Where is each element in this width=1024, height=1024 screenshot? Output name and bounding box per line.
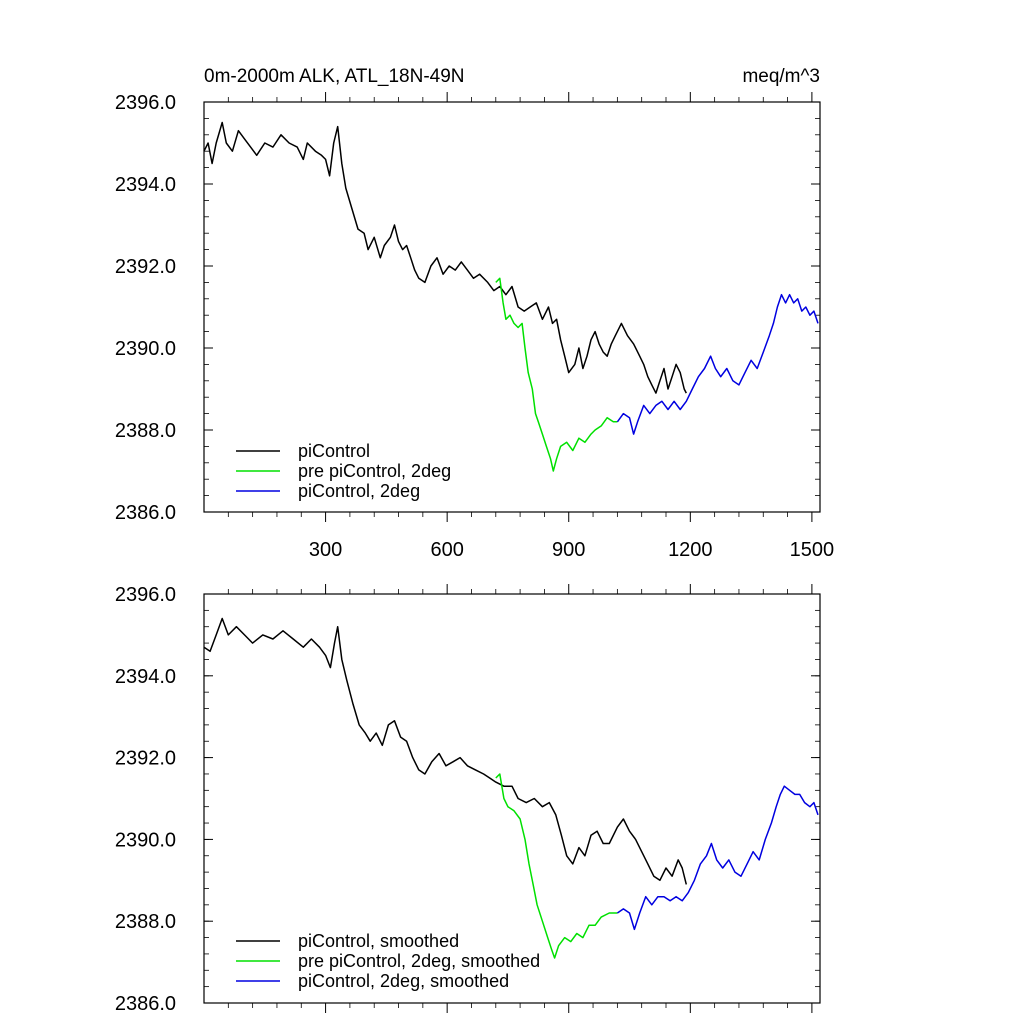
top-xtick-label: 300 [309,539,342,561]
top-panel: 0m-2000m ALK, ATL_18N-49N meq/m^3 2396.0… [115,66,834,561]
top-xtick-label: 1500 [790,539,835,561]
top-ytick-label: 2388.0 [115,420,176,442]
bottom-series-line-3 [616,785,819,931]
top-legend-label-3: piControl, 2deg [298,481,420,501]
bottom-ytick-label: 2392.0 [115,748,176,770]
top-ytick-label: 2390.0 [115,338,176,360]
bottom-ytick-label: 2394.0 [115,666,176,688]
bottom-plot-frame [203,593,821,1004]
bottom-ytick-label: 2388.0 [115,911,176,933]
top-ytick-label: 2386.0 [115,502,176,524]
top-xtick-label: 1200 [668,539,713,561]
top-series-line-1 [203,121,687,394]
bottom-legend-label-3: piControl, 2deg, smoothed [298,971,509,991]
top-plot-area: 2396.0 2394.0 2392.0 2390.0 2388.0 2386.0 300 6… [115,92,834,561]
bottom-plot-area: 2396.0 2394.0 2392.0 2390.0 2388.0 2386.0 piCo… [115,584,821,1015]
top-xtick-label: 900 [552,539,585,561]
bottom-ytick-label: 2396.0 [115,584,176,606]
bottom-legend-label-2: pre piControl, 2deg, smoothed [298,951,540,971]
bottom-series-line-2 [495,773,618,959]
top-plot-frame [203,101,821,513]
top-series-line-3 [616,293,819,435]
top-ytick-label: 2394.0 [115,174,176,196]
top-chart-title: 0m-2000m ALK, ATL_18N-49N [204,66,465,87]
bottom-ytick-label: 2390.0 [115,829,176,851]
bottom-panel: 2396.0 2394.0 2392.0 2390.0 2388.0 2386.0 piCo… [115,584,821,1015]
bottom-legend-label-1: piControl, smoothed [298,931,459,951]
top-ytick-label: 2392.0 [115,256,176,278]
top-ytick-label: 2396.0 [115,92,176,114]
top-chart-units: meq/m^3 [742,66,820,87]
bottom-ytick-label: 2386.0 [115,993,176,1015]
top-legend-label-2: pre piControl, 2deg [298,461,451,481]
top-legend-label-1: piControl [298,441,370,461]
top-xtick-label: 600 [430,539,463,561]
bottom-series-line-1 [203,617,688,885]
top-series-line-2 [495,277,618,472]
